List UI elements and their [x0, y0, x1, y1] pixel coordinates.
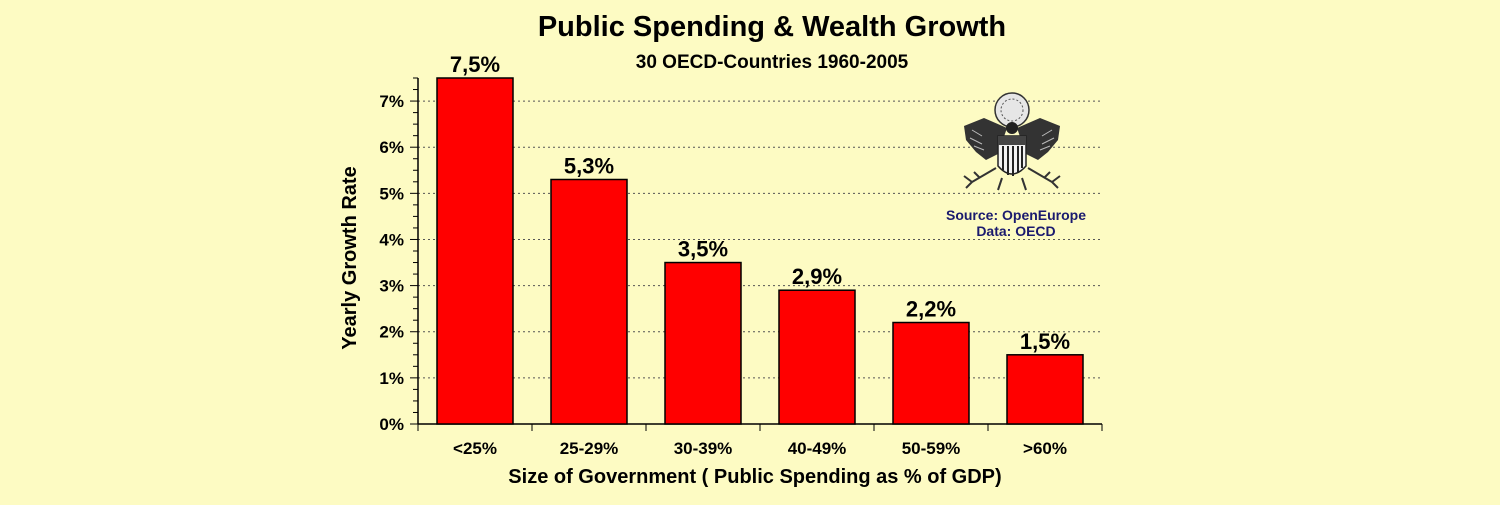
x-tick-label: >60% — [1023, 439, 1067, 458]
x-tick-label: <25% — [453, 439, 497, 458]
y-tick-label: 5% — [379, 184, 404, 203]
data-labels: 7,5% 5,3% 3,5% 2,9% 2,2% 1,5% — [450, 52, 1070, 354]
x-tick-label: 25-29% — [560, 439, 619, 458]
y-tick-label: 1% — [379, 369, 404, 388]
y-tick-label: 0% — [379, 415, 404, 434]
bar — [664, 261, 742, 425]
bar-data-label: 2,2% — [906, 297, 956, 322]
y-tick-label: 7% — [379, 92, 404, 111]
bar — [436, 77, 514, 425]
y-tick-label: 2% — [379, 323, 404, 342]
bar — [892, 321, 970, 425]
y-tick-label: 4% — [379, 230, 404, 249]
chart-subtitle: 30 OECD-Countries 1960-2005 — [636, 52, 909, 73]
data-source-text: Data: OECD — [976, 223, 1055, 239]
bar-data-label: 7,5% — [450, 52, 500, 77]
x-tick-label: 50-59% — [902, 439, 961, 458]
y-tick-label: 6% — [379, 138, 404, 157]
source-text: Source: OpenEurope — [946, 207, 1086, 223]
x-tick-label: 40-49% — [788, 439, 847, 458]
y-axis-label: Yearly Growth Rate — [339, 166, 361, 349]
axes: 0% 1% 2% 3% 4% 5% 6% 7% <25% 25-29% 30-39% 40-49% 50… — [379, 77, 1103, 458]
x-tick-label: 30-39% — [674, 439, 733, 458]
bar — [778, 289, 856, 425]
x-axis-label: Size of Government ( Public Spending as … — [508, 466, 1001, 488]
bar — [550, 178, 628, 425]
bar-data-label: 5,3% — [564, 153, 614, 178]
bar-data-label: 1,5% — [1020, 329, 1070, 354]
chart-title: Public Spending & Wealth Growth — [538, 11, 1006, 43]
y-tick-label: 3% — [379, 277, 404, 296]
bar-data-label: 2,9% — [792, 264, 842, 289]
bars — [436, 77, 1084, 425]
bar — [1006, 354, 1084, 425]
bar-data-label: 3,5% — [678, 237, 728, 262]
great-seal-eagle-icon — [963, 92, 1061, 191]
